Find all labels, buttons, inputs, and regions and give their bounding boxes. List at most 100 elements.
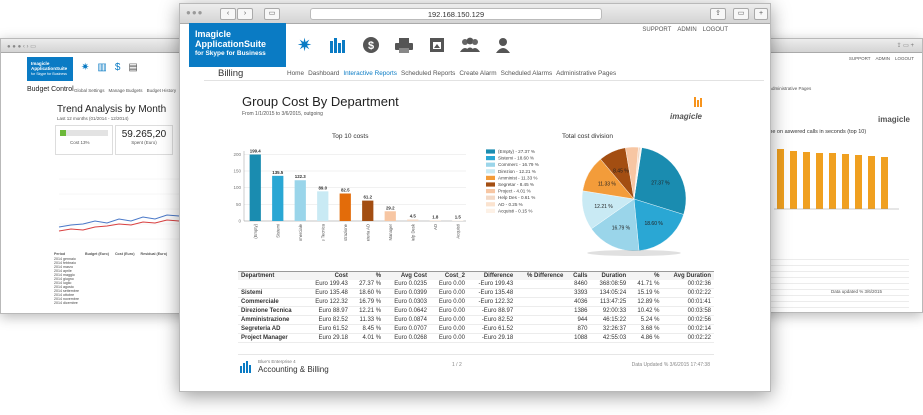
left-tab-budget-history[interactable]: Budget History (146, 88, 177, 93)
table-cell: Euro 199.43 (315, 281, 348, 287)
right-logout-link[interactable]: LOGOUT (894, 56, 914, 61)
table-header-cell[interactable]: Cost_2 (444, 273, 465, 279)
table-cell: 5.24 % (640, 317, 660, 323)
file-icon[interactable] (420, 25, 453, 65)
right-section[interactable]: Administrative Pages (769, 86, 812, 91)
table-header-cell[interactable]: % Difference (527, 273, 564, 279)
table-cell: Euro 61.52 (318, 326, 348, 332)
admin-link[interactable]: ADMIN (677, 27, 697, 33)
left-table-row: 2014 marzo (51, 265, 170, 269)
table-row: Euro 199.43 27.37 % Euro 0.0235 Euro 0.00 -E… (238, 280, 714, 289)
table-cell (516, 280, 566, 289)
printer-icon[interactable]: ▤ (128, 62, 146, 73)
bar-category-label: Acquisti (455, 224, 460, 239)
tabs-button[interactable]: ▭ (733, 8, 749, 20)
pie-legend-label: Direzion - 12.21 % (498, 169, 536, 174)
right-window-controls: ⇪ ▭ + (896, 43, 914, 49)
logo-line3: for Skype for Business (195, 50, 266, 57)
app-logo[interactable]: Imagicle ApplicationSuite for Skype for … (189, 23, 286, 67)
table-header-cell[interactable]: Difference (483, 273, 514, 279)
table-cell: Euro 0.0303 (394, 299, 427, 305)
left-window-chrome: ● ● ● ‹ › ▭ (1, 39, 199, 53)
back-button[interactable]: ‹ (220, 8, 236, 20)
pie-slice-1 (633, 198, 684, 251)
table-cell: 41.71 % (637, 281, 660, 287)
right-support-link[interactable]: SUPPORT (848, 56, 871, 61)
table-cell: 12.21 % (359, 308, 382, 314)
bar-chart-icon[interactable] (321, 25, 354, 65)
table-cell: 3393 (574, 290, 588, 296)
bar-chart-icon[interactable]: ▥ (97, 62, 115, 73)
report-title: Group Cost By Department (242, 94, 399, 109)
new-tab-button[interactable]: + (754, 8, 768, 20)
left-table-cell (82, 301, 112, 305)
left-table-cell: 2014 luglio (54, 281, 72, 285)
table-cell: Direzione Tecnica (241, 308, 292, 314)
right-admin-link[interactable]: ADMIN (875, 56, 890, 61)
table-header-cell[interactable]: Avg Cost (400, 273, 427, 279)
left-tab-manage-budgets[interactable]: Manage Budgets (108, 88, 143, 93)
table-header-cell[interactable]: Duration (601, 273, 627, 279)
bar-value-label: 1.8 (432, 214, 439, 219)
person-icon[interactable] (486, 25, 519, 65)
sidebar-toggle-button[interactable]: ▭ (264, 8, 280, 20)
bar-chart-title: Top 10 costs (332, 133, 369, 140)
address-bar[interactable]: 192.168.150.129 (310, 8, 602, 20)
table-header-cell[interactable]: % (654, 273, 660, 279)
report-footer: Blue's Enterprise 4 Accounting & Billing… (238, 354, 714, 376)
menu-interactive-reports[interactable]: Interactive Reports (343, 70, 397, 77)
pie-chart-title: Total cost division (562, 133, 613, 140)
pie-legend-swatch (486, 149, 495, 154)
left-table-header-cell: Residual (Euro) (140, 252, 168, 256)
menu-scheduled-reports[interactable]: Scheduled Reports (400, 70, 456, 77)
table-cell (516, 325, 566, 334)
table-header-cell[interactable]: % (375, 273, 382, 279)
table-cell: -Euro 199.43 (478, 281, 514, 287)
menu-create-alarm[interactable]: Create Alarm (459, 70, 497, 77)
table-header-cell[interactable]: Cost (334, 273, 348, 279)
table-header-cell[interactable]: Avg Duration (673, 273, 711, 279)
left-table-cell: 2014 marzo (54, 265, 73, 269)
pie-slice-label: 16.79 % (612, 225, 631, 231)
left-table-row: 2014 novembre (51, 297, 170, 301)
forward-button[interactable]: › (237, 8, 253, 20)
table-header-cell[interactable]: Department (241, 273, 275, 279)
pie-legend-label: Sistemi - 18.60 % (498, 156, 534, 161)
right-window-chrome: ⇪ ▭ + (739, 39, 922, 53)
menu-scheduled-alarms[interactable]: Scheduled Alarms (500, 70, 553, 77)
menu-dashboard[interactable]: Dashboard (308, 70, 340, 77)
menu-home[interactable]: Home (287, 70, 305, 77)
dollar-icon[interactable]: $ (354, 25, 387, 65)
share-button[interactable]: ⇪ (710, 8, 726, 20)
table-cell: Euro 29.18 (318, 335, 348, 341)
left-table-header-cell: Budget (Euro) (84, 252, 109, 256)
footer-page: 1 / 2 (452, 362, 462, 368)
pie-slice-label: 11.33 % (598, 182, 617, 188)
left-table-row: 2014 ottobre (51, 293, 170, 297)
support-link[interactable]: SUPPORT (642, 27, 672, 33)
left-table-row: 2014 dicembre (51, 301, 170, 305)
table-cell: Euro 0.0874 (394, 317, 427, 323)
bar-category-label: Help Desk (410, 223, 415, 241)
table-cell: 00:03:58 (687, 308, 711, 314)
table-cell: Euro 0.00 (438, 317, 465, 323)
window-traffic-lights: ●●● (186, 8, 204, 17)
table-cell: Euro 0.00 (438, 299, 465, 305)
pie-slice-label: 27.37 % (651, 180, 670, 186)
left-tab-global-settings[interactable]: Global Settings (74, 88, 105, 93)
table-header-cell[interactable]: Calls (573, 273, 588, 279)
left-period-table: Period Budget (Euro) Cost (Euro) Residual (… (51, 251, 170, 305)
report-subtitle: From 1/1/2015 to 3/6/2015, outgoing (242, 111, 323, 117)
group-icon[interactable] (453, 25, 486, 65)
table-cell: 8.45 % (362, 326, 382, 332)
dollar-icon[interactable]: $ (114, 62, 129, 73)
logout-link[interactable]: LOGOUT (702, 27, 728, 33)
printer-icon[interactable] (387, 25, 420, 65)
table-cell: 870 (577, 326, 588, 332)
gear-icon[interactable]: ✷ (296, 34, 313, 55)
trend-line-red (58, 217, 195, 232)
menu-administrative-pages[interactable]: Administrative Pages (556, 70, 617, 77)
table-cell: 16.79 % (359, 299, 382, 305)
table-cell: 12.89 % (637, 299, 660, 305)
gear-icon[interactable]: ✷ (81, 62, 98, 73)
